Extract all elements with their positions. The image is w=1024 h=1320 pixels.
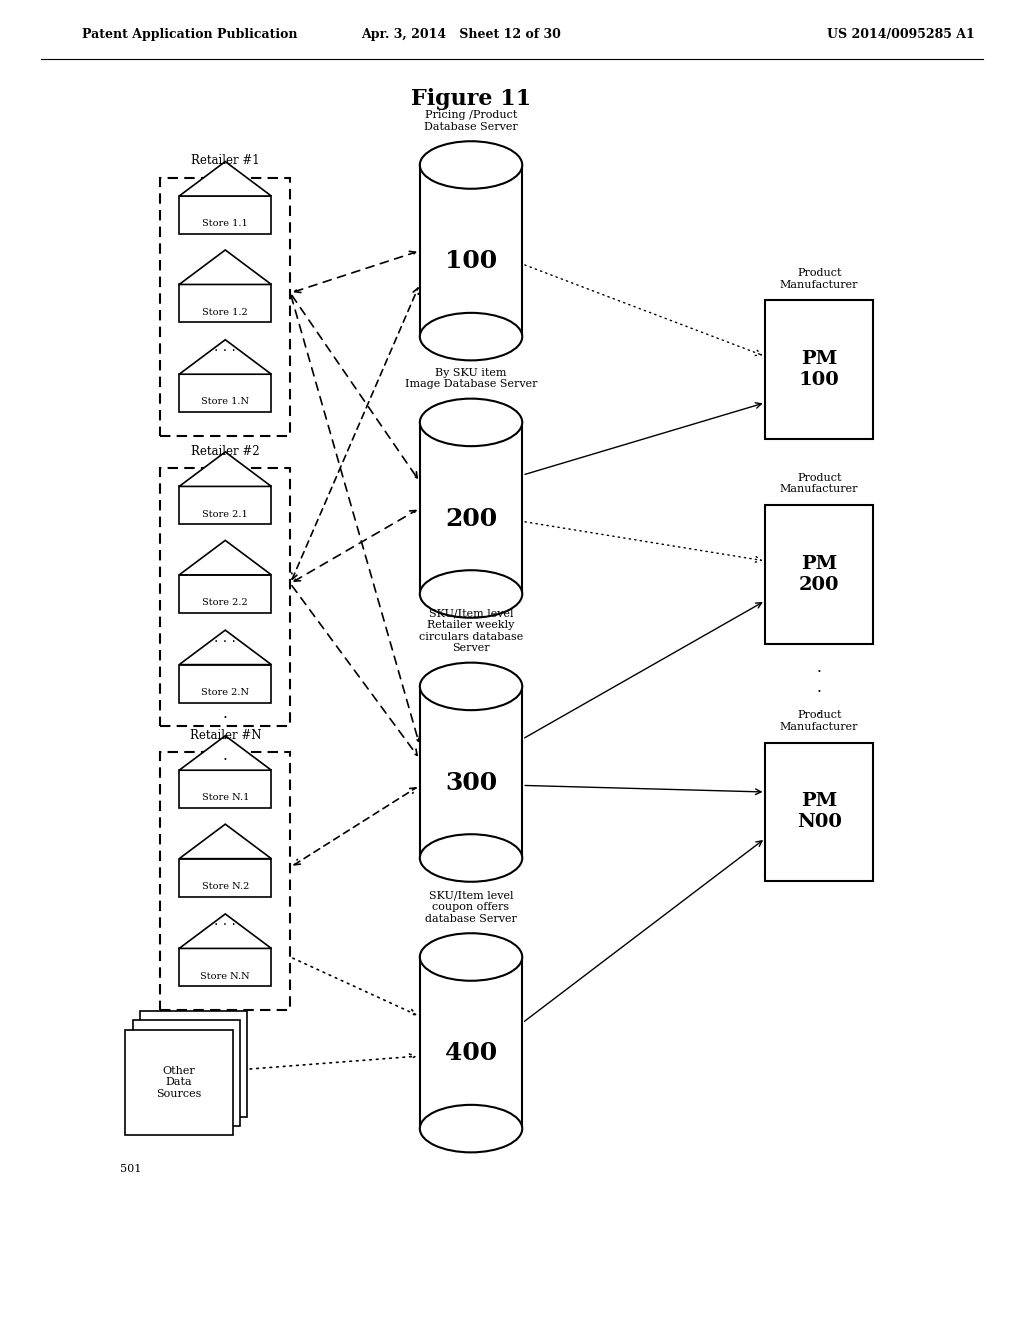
Ellipse shape — [420, 141, 522, 189]
Polygon shape — [179, 451, 271, 487]
Polygon shape — [179, 540, 271, 576]
Text: ·
·
·: · · · — [223, 710, 227, 768]
Text: · · ·: · · · — [214, 635, 237, 648]
Text: · · ·: · · · — [214, 345, 237, 358]
Text: 100: 100 — [445, 249, 497, 273]
FancyBboxPatch shape — [766, 742, 872, 882]
Polygon shape — [179, 630, 271, 664]
Text: US 2014/0095285 A1: US 2014/0095285 A1 — [827, 28, 975, 41]
Bar — [179, 197, 271, 234]
Text: Store 2.1: Store 2.1 — [203, 510, 248, 519]
Ellipse shape — [420, 1105, 522, 1152]
FancyBboxPatch shape — [125, 1030, 232, 1135]
Polygon shape — [179, 824, 271, 858]
Text: Store 1.1: Store 1.1 — [203, 219, 248, 228]
Text: Figure 11: Figure 11 — [411, 88, 531, 110]
FancyBboxPatch shape — [133, 1020, 240, 1126]
Ellipse shape — [420, 399, 522, 446]
Text: PM
200: PM 200 — [799, 554, 840, 594]
Text: Store N.N: Store N.N — [201, 972, 250, 981]
Ellipse shape — [420, 933, 522, 981]
Ellipse shape — [420, 834, 522, 882]
Text: · · ·: · · · — [214, 919, 237, 932]
Text: 400: 400 — [445, 1041, 497, 1065]
Bar — [179, 664, 271, 702]
Text: Store N.1: Store N.1 — [202, 793, 249, 803]
FancyBboxPatch shape — [160, 178, 291, 436]
FancyBboxPatch shape — [160, 752, 291, 1010]
Text: Store 2.N: Store 2.N — [202, 688, 249, 697]
Bar — [179, 285, 271, 322]
Bar — [420, 165, 522, 337]
Text: 300: 300 — [445, 771, 497, 795]
Bar — [420, 422, 522, 594]
Text: Store 1.N: Store 1.N — [202, 397, 249, 407]
Text: PM
100: PM 100 — [799, 350, 840, 389]
Bar — [179, 375, 271, 412]
Text: Retailer #1: Retailer #1 — [190, 154, 260, 168]
Ellipse shape — [420, 313, 522, 360]
Bar — [179, 487, 271, 524]
Text: Apr. 3, 2014   Sheet 12 of 30: Apr. 3, 2014 Sheet 12 of 30 — [360, 28, 561, 41]
Text: Retailer #N: Retailer #N — [189, 729, 261, 742]
FancyBboxPatch shape — [766, 301, 872, 438]
FancyBboxPatch shape — [139, 1011, 248, 1117]
Text: Store 2.2: Store 2.2 — [203, 598, 248, 607]
Text: PM
N00: PM N00 — [797, 792, 842, 832]
Ellipse shape — [420, 663, 522, 710]
Text: Product
Manufacturer: Product Manufacturer — [780, 710, 858, 731]
FancyBboxPatch shape — [160, 469, 291, 726]
Ellipse shape — [420, 570, 522, 618]
Bar — [420, 957, 522, 1129]
Text: Store N.2: Store N.2 — [202, 882, 249, 891]
Text: Other
Data
Sources: Other Data Sources — [157, 1065, 202, 1100]
Text: 200: 200 — [445, 507, 497, 531]
Text: Retailer #2: Retailer #2 — [190, 445, 260, 458]
Text: ·
·
·: · · · — [817, 664, 821, 722]
Polygon shape — [179, 913, 271, 948]
Polygon shape — [179, 735, 271, 770]
Text: Product
Manufacturer: Product Manufacturer — [780, 473, 858, 495]
Polygon shape — [179, 161, 271, 197]
Text: 501: 501 — [121, 1164, 141, 1175]
Polygon shape — [179, 339, 271, 375]
Polygon shape — [179, 249, 271, 285]
Text: Patent Application Publication: Patent Application Publication — [82, 28, 297, 41]
Text: SKU/Item level
coupon offers
database Server: SKU/Item level coupon offers database Se… — [425, 891, 517, 924]
Text: By SKU item
Image Database Server: By SKU item Image Database Server — [404, 368, 538, 389]
Text: SKU/Item level
Retailer weekly
circulars database
Server: SKU/Item level Retailer weekly circulars… — [419, 609, 523, 653]
Bar — [179, 576, 271, 612]
Bar — [179, 948, 271, 986]
Bar — [179, 858, 271, 896]
Text: Pricing /Product
Database Server: Pricing /Product Database Server — [424, 111, 518, 132]
FancyBboxPatch shape — [766, 506, 872, 644]
Text: Store 1.2: Store 1.2 — [203, 308, 248, 317]
Text: Product
Manufacturer: Product Manufacturer — [780, 268, 858, 290]
Bar — [420, 686, 522, 858]
Bar — [179, 771, 271, 808]
